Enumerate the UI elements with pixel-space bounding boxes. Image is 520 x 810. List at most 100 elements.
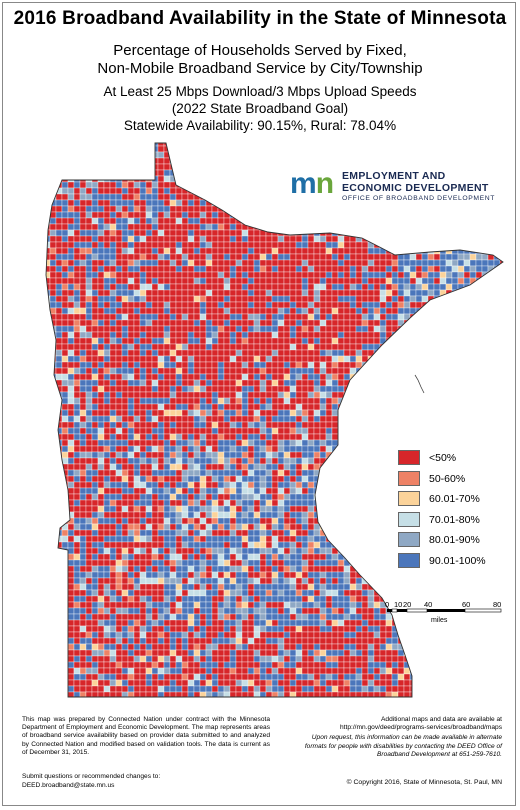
township-cell (349, 361, 357, 369)
township-cell (409, 433, 417, 441)
township-cell (73, 403, 81, 411)
township-cell (79, 143, 87, 147)
township-cell (259, 421, 267, 429)
township-cell (277, 373, 285, 381)
township-cell (271, 385, 279, 393)
township-cell (115, 433, 123, 441)
township-cell (73, 205, 81, 213)
township-cell (301, 367, 309, 375)
township-cell (133, 391, 141, 399)
township-cell (253, 265, 261, 273)
township-cell (139, 517, 147, 525)
township-cell (127, 241, 135, 249)
township-cell (55, 463, 63, 471)
township-cell (61, 229, 69, 237)
township-cell (235, 143, 243, 147)
township-cell (481, 223, 489, 231)
township-cell (181, 451, 189, 459)
township-cell (271, 295, 279, 303)
township-cell (259, 343, 267, 351)
township-cell (151, 235, 159, 243)
township-cell (91, 271, 99, 279)
township-cell (379, 373, 387, 381)
township-cell (457, 247, 465, 255)
township-cell (445, 355, 453, 363)
township-cell (289, 247, 297, 255)
township-cell (235, 361, 243, 369)
township-cell (259, 307, 267, 315)
township-cell (97, 361, 105, 369)
township-cell (283, 301, 291, 309)
township-cell (343, 355, 351, 363)
township-cell (61, 187, 69, 195)
township-cell (451, 241, 459, 249)
township-cell (475, 289, 483, 297)
township-cell (133, 181, 141, 189)
township-cell (283, 367, 291, 375)
township-cell (157, 181, 165, 189)
township-cell (469, 217, 477, 225)
township-cell (157, 475, 165, 483)
township-cell (385, 499, 393, 507)
township-cell (433, 277, 441, 285)
township-cell (133, 337, 141, 345)
township-cell (85, 421, 93, 429)
township-cell (253, 271, 261, 279)
township-cell (91, 457, 99, 465)
township-cell (103, 451, 111, 459)
township-cell (157, 457, 165, 465)
township-cell (55, 373, 63, 381)
township-cell (79, 145, 87, 153)
township-cell (391, 229, 399, 237)
township-cell (115, 475, 123, 483)
township-cell (403, 307, 411, 315)
township-cell (97, 481, 105, 489)
township-cell (127, 367, 135, 375)
township-cell (475, 143, 483, 147)
township-cell (181, 175, 189, 183)
township-cell (445, 223, 453, 231)
township-cell (139, 439, 147, 447)
township-cell (469, 229, 477, 237)
township-cell (103, 511, 111, 519)
township-cell (217, 271, 225, 279)
township-cell (349, 301, 357, 309)
township-cell (349, 295, 357, 303)
township-cell (385, 307, 393, 315)
township-cell (349, 331, 357, 339)
township-cell (355, 295, 363, 303)
township-cell (247, 523, 255, 531)
township-cell (133, 373, 141, 381)
township-cell (211, 361, 219, 369)
township-cell (175, 361, 183, 369)
township-cell (403, 415, 411, 423)
township-cell (199, 199, 207, 207)
township-cell (97, 517, 105, 525)
township-cell (67, 439, 75, 447)
township-cell (67, 523, 75, 531)
township-cell (469, 295, 477, 303)
township-cell (499, 163, 503, 171)
township-cell (355, 409, 363, 417)
township-cell (151, 283, 159, 291)
township-cell (85, 481, 93, 489)
township-cell (391, 145, 399, 153)
township-cell (421, 355, 429, 363)
township-cell (271, 349, 279, 357)
township-cell (121, 373, 129, 381)
township-cell (79, 247, 87, 255)
township-cell (103, 157, 111, 165)
township-cell (175, 337, 183, 345)
township-cell (97, 343, 105, 351)
township-cell (109, 143, 117, 147)
township-cell (235, 499, 243, 507)
township-cell (169, 301, 177, 309)
township-cell (91, 205, 99, 213)
township-cell (241, 487, 249, 495)
township-cell (121, 313, 129, 321)
township-cell (367, 421, 375, 429)
township-cell (157, 283, 165, 291)
township-cell (427, 265, 435, 273)
township-cell (331, 143, 339, 147)
